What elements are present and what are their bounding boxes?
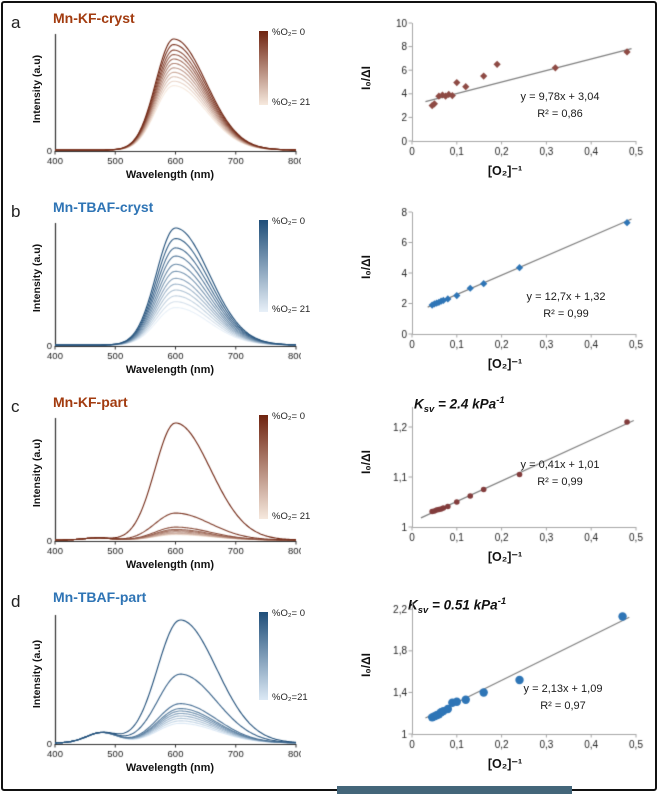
panel-d: d Mn-TBAF-part Intensity (a.u) %O₂= 0 %O…: [3, 582, 655, 789]
stern-volmer-plot: [382, 594, 644, 756]
spectrum-plot: [39, 413, 301, 559]
colorbar-top-label: %O₂= 0: [272, 27, 305, 38]
fit-annotation: y = 12,7x + 1,32 R² = 0,99: [506, 289, 626, 322]
sv-y-axis-label: I₀/ΔI: [359, 449, 373, 475]
oxygen-colorbar: [259, 415, 268, 519]
colorbar-top-label: %O₂= 0: [272, 411, 305, 422]
stern-volmer-plot: [382, 15, 644, 163]
fit-equation: y = 2,13x + 1,09: [523, 683, 603, 695]
spectrum-title: Mn-KF-part: [53, 394, 128, 410]
r-squared: R² = 0,99: [537, 475, 583, 488]
spectrum-x-axis-label: Wavelength (nm): [125, 762, 215, 774]
spectrum-title: Mn-TBAF-part: [53, 589, 147, 605]
spectrum-title: Mn-TBAF-cryst: [53, 199, 154, 215]
spectrum-x-axis-label: Wavelength (nm): [125, 169, 215, 181]
oxygen-colorbar: [259, 612, 268, 700]
fit-equation: y = 12,7x + 1,32: [526, 291, 606, 303]
panel-a: a Mn-KF-cryst Intensity (a.u) %O₂= 0 %O₂…: [3, 3, 655, 192]
spectrum-block: Mn-KF-part Intensity (a.u) %O₂= 0 %O₂= 2…: [25, 387, 345, 582]
spectrum-plot: [39, 610, 301, 762]
stern-volmer-plot: [382, 204, 644, 356]
spectrum-x-axis-label: Wavelength (nm): [125, 559, 215, 571]
spectrum-block: Mn-TBAF-cryst Intensity (a.u) %O₂= 0 %O₂…: [25, 192, 345, 387]
r-squared: R² = 0,97: [540, 699, 586, 712]
spectrum-block: Mn-KF-cryst Intensity (a.u) %O₂= 0 %O₂= …: [25, 3, 345, 192]
sv-x-axis-label: [O₂]⁻¹: [487, 550, 523, 564]
fit-equation: y = 0,41x + 1,01: [520, 459, 600, 471]
fit-equation: y = 9,78x + 3,04: [520, 91, 600, 103]
stern-volmer-block: Ksv = 2.4 kPa-1 I₀/ΔI [O₂]⁻¹ y = 0,41x +…: [348, 387, 655, 582]
sv-x-axis-label: [O₂]⁻¹: [487, 757, 523, 771]
panel-b: b Mn-TBAF-cryst Intensity (a.u) %O₂= 0 %…: [3, 192, 655, 387]
oxygen-colorbar: [259, 220, 268, 312]
r-squared: R² = 0,86: [537, 107, 583, 120]
panel-label: c: [11, 397, 20, 416]
colorbar-bottom-label: %O₂= 21: [272, 511, 311, 522]
r-squared: R² = 0,99: [543, 307, 589, 320]
stern-volmer-plot: [382, 399, 644, 549]
stern-volmer-block: I₀/ΔI [O₂]⁻¹ y = 12,7x + 1,32 R² = 0,99: [348, 192, 655, 387]
sv-y-axis-label: I₀/ΔI: [359, 254, 373, 280]
fit-annotation: y = 9,78x + 3,04 R² = 0,86: [500, 89, 620, 122]
fit-annotation: y = 2,13x + 1,09 R² = 0,97: [503, 681, 623, 714]
stern-volmer-block: Ksv = 0.51 kPa-1 I₀/ΔI [O₂]⁻¹ y = 2,13x …: [348, 582, 655, 789]
colorbar-bottom-label: %O₂= 21: [272, 304, 311, 315]
cropped-element-strip: [337, 786, 572, 794]
spectrum-block: Mn-TBAF-part Intensity (a.u) %O₂= 0 %O₂=…: [25, 582, 345, 789]
colorbar-top-label: %O₂= 0: [272, 608, 305, 619]
spectrum-x-axis-label: Wavelength (nm): [125, 364, 215, 376]
panel-label: b: [11, 202, 21, 221]
stern-volmer-block: I₀/ΔI [O₂]⁻¹ y = 9,78x + 3,04 R² = 0,86: [348, 3, 655, 192]
spectrum-plot: [39, 29, 301, 169]
sv-x-axis-label: [O₂]⁻¹: [487, 357, 523, 371]
colorbar-bottom-label: %O₂= 21: [272, 97, 311, 108]
fit-annotation: y = 0,41x + 1,01 R² = 0,99: [500, 457, 620, 490]
oxygen-colorbar: [259, 31, 268, 105]
sv-x-axis-label: [O₂]⁻¹: [487, 164, 523, 178]
panel-label: d: [11, 592, 21, 611]
spectrum-title: Mn-KF-cryst: [53, 10, 135, 26]
colorbar-top-label: %O₂= 0: [272, 216, 305, 227]
spectrum-plot: [39, 218, 301, 364]
sv-y-axis-label: I₀/ΔI: [359, 65, 373, 91]
panel-label: a: [11, 13, 21, 32]
panel-c: c Mn-KF-part Intensity (a.u) %O₂= 0 %O₂=…: [3, 387, 655, 582]
colorbar-bottom-label: %O₂=21: [272, 692, 308, 703]
sv-y-axis-label: I₀/ΔI: [359, 652, 373, 678]
